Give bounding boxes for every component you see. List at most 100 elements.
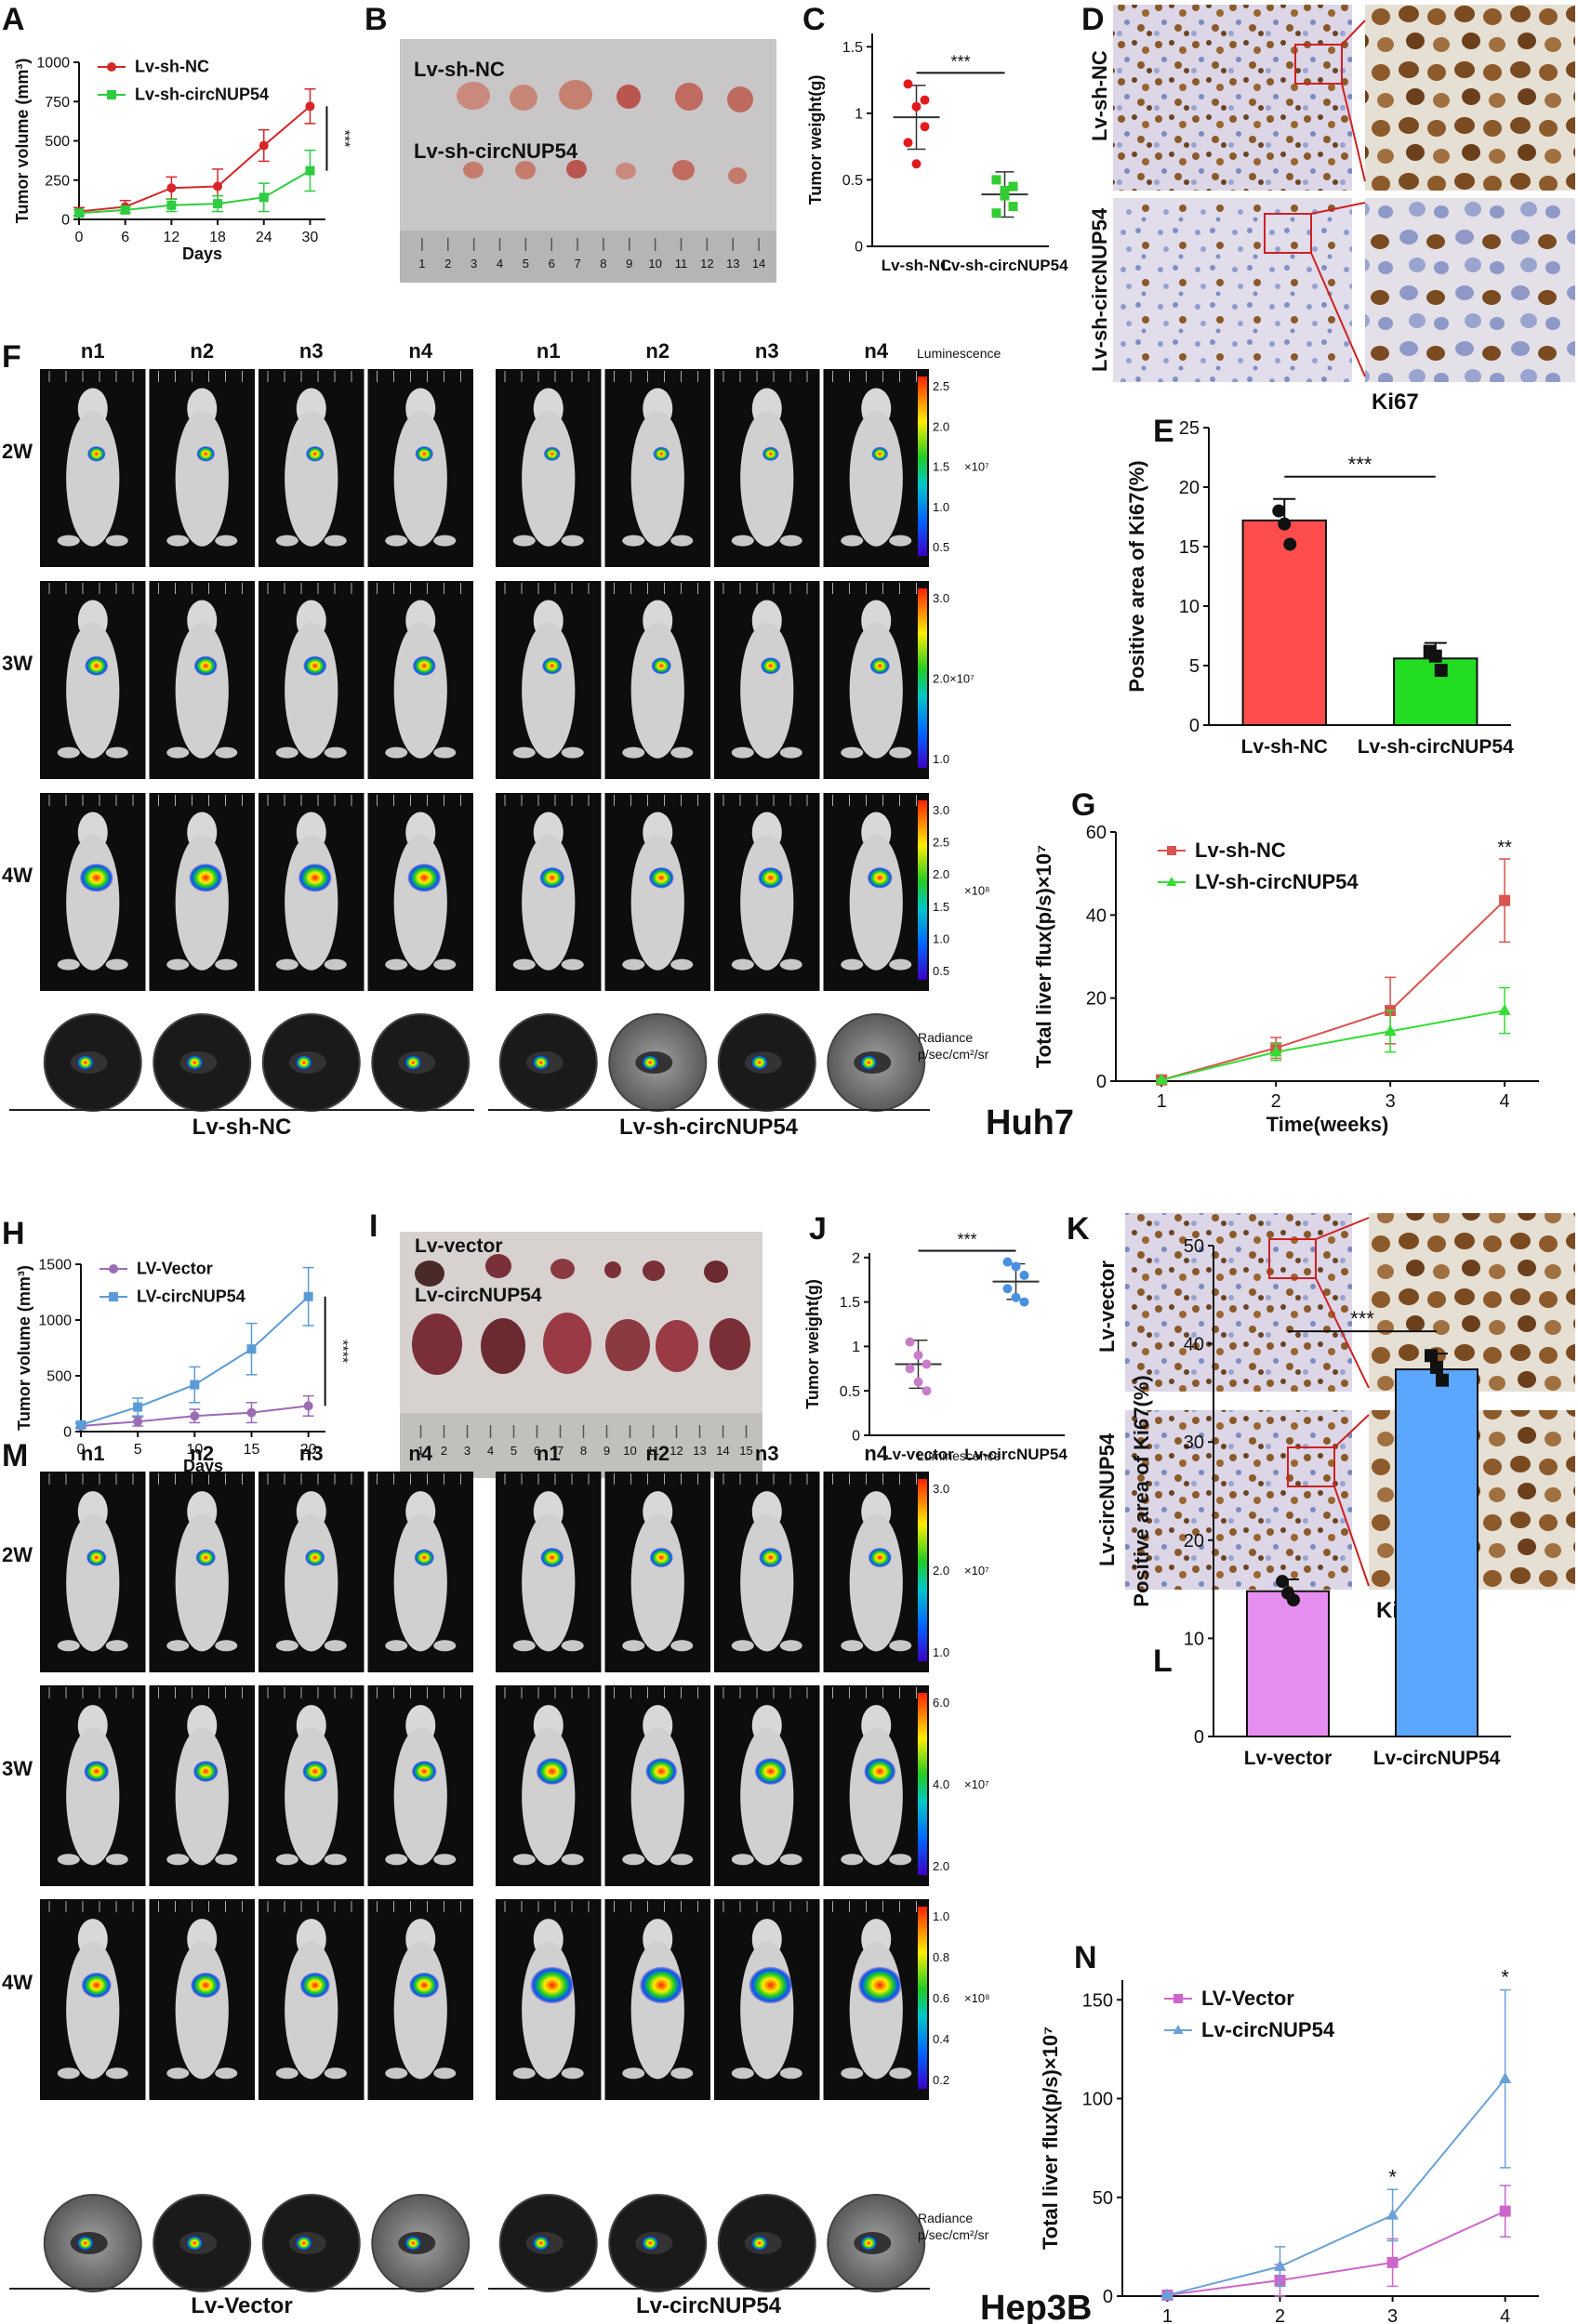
series-line — [78, 169, 311, 215]
data-point — [1273, 2259, 1287, 2271]
mouse-body — [740, 1727, 794, 1866]
mouse-paw — [512, 535, 536, 547]
significance-mark: *** — [336, 130, 351, 148]
data-point — [1008, 202, 1018, 212]
category-label: Lv-sh-NC — [1241, 736, 1328, 758]
data-point — [1019, 1297, 1029, 1307]
group-label-left: Lv-Vector — [191, 2293, 292, 2318]
y-tick-label: 50 — [1093, 2188, 1113, 2209]
mouse-paw — [57, 1854, 80, 1866]
x-tick-label: 2 — [1271, 1091, 1281, 1112]
ihc-zoom-sh-circnup54 — [1365, 198, 1575, 382]
ruler-label: 9 — [626, 257, 632, 271]
mouse-paw — [731, 1854, 754, 1866]
signal-spot — [649, 1547, 673, 1568]
data-point — [213, 199, 223, 209]
signal-spot — [651, 657, 671, 675]
ihc-marker-label: Ki67 — [1372, 390, 1419, 415]
mouse-paw — [889, 1640, 912, 1652]
data-point — [259, 140, 269, 151]
ihc-zoom-sh-nc — [1365, 5, 1575, 191]
data-point — [1434, 664, 1448, 678]
group-label-right: Lv-circNUP54 — [636, 2293, 782, 2318]
signal-spot — [407, 864, 442, 892]
y-axis-label: Total liver flux(p/s)×10⁷ — [1039, 2027, 1062, 2250]
y-tick-label: 0 — [1194, 1727, 1204, 1748]
x-axis-label: Time(weeks) — [1266, 1113, 1389, 1136]
signal-spot — [414, 1549, 434, 1566]
data-point — [303, 1291, 313, 1301]
mouse-body — [285, 834, 338, 971]
ruler-label: 1 — [418, 257, 425, 271]
data-point — [922, 1386, 932, 1396]
color-scale-tick: 1.5 — [933, 900, 949, 914]
y-axis-label: Total liver flux(p/s)×10⁷ — [1032, 845, 1055, 1068]
column-header-n3: n3 — [299, 1442, 324, 1465]
data-point — [1278, 517, 1292, 531]
signal-spot — [869, 657, 890, 675]
mouse-paw — [731, 535, 754, 547]
mouse-paw — [779, 1640, 802, 1652]
mouse-paw — [670, 746, 694, 759]
mouse-body — [285, 1941, 338, 2080]
signal-spot — [303, 655, 327, 676]
mouse-body — [285, 1513, 338, 1652]
column-header-n4: n4 — [408, 1442, 432, 1465]
mouse-paw — [166, 958, 190, 971]
color-scale-tick: 3.0 — [933, 1482, 949, 1496]
data-point — [1272, 504, 1286, 518]
panel-letter-i: I — [369, 1208, 378, 1244]
color-scale-tick: 0.5 — [933, 540, 949, 554]
mouse-body — [849, 622, 903, 759]
color-scale-tick: 2.0 — [933, 419, 949, 433]
mouse-body — [630, 834, 684, 971]
legend-entry: Lv-sh-NC — [135, 58, 209, 76]
column-header-n4: n4 — [864, 339, 888, 363]
mouse-body — [740, 1941, 794, 2080]
mouse-paw — [622, 746, 645, 759]
significance-mark: ** — [1497, 838, 1512, 858]
y-axis-label: Tumor weight(g) — [806, 75, 825, 205]
data-point — [1430, 1360, 1443, 1374]
signal-spot — [761, 657, 781, 675]
data-point — [246, 1344, 257, 1354]
x-tick-label: 5 — [134, 1442, 142, 1458]
tumor-row-top — [457, 80, 753, 112]
category-label: Lv-vector — [1244, 1748, 1333, 1769]
row-label-2W: 2W — [2, 1543, 33, 1566]
mouse-body — [849, 1941, 903, 2080]
ruler-label: 8 — [580, 1444, 587, 1458]
mouse-body — [66, 1727, 120, 1866]
photo-label-bottom: Lv-sh-circNUP54 — [414, 139, 578, 163]
signal-spot — [84, 1761, 110, 1782]
row-label-4W: 4W — [2, 864, 33, 887]
mouse-paw — [670, 1640, 694, 1652]
data-point — [1002, 1284, 1013, 1294]
mouse-paw — [779, 1854, 802, 1866]
mouse-paw — [166, 2067, 190, 2080]
mouse-paw — [889, 2067, 912, 2080]
liver-signal — [186, 1055, 204, 1070]
mouse-body — [630, 622, 684, 759]
y-tick-label: 500 — [45, 134, 70, 150]
ruler-label: 7 — [557, 1444, 564, 1458]
mouse-paw — [215, 1854, 238, 1866]
data-point — [1428, 649, 1442, 663]
data-point — [1283, 537, 1297, 551]
mouse-body — [175, 834, 229, 971]
y-tick-label: 1 — [852, 1340, 860, 1355]
data-point — [922, 1359, 932, 1369]
data-point — [1160, 2288, 1174, 2300]
mouse-paw — [731, 958, 754, 971]
mouse-paw — [670, 958, 694, 971]
signal-spot — [299, 1972, 330, 1999]
tumor-row-bottom — [412, 1313, 750, 1375]
data-point — [303, 1401, 313, 1411]
data-point — [920, 95, 930, 105]
mouse-paw — [841, 535, 864, 547]
panel-letter-m: M — [2, 1438, 28, 1473]
data-point — [1166, 877, 1177, 886]
x-tick-label: 24 — [256, 230, 272, 245]
y-axis-label: Tumor volume (mm³) — [13, 59, 32, 224]
ihc-label-top: Lv-vector — [1095, 1261, 1119, 1353]
